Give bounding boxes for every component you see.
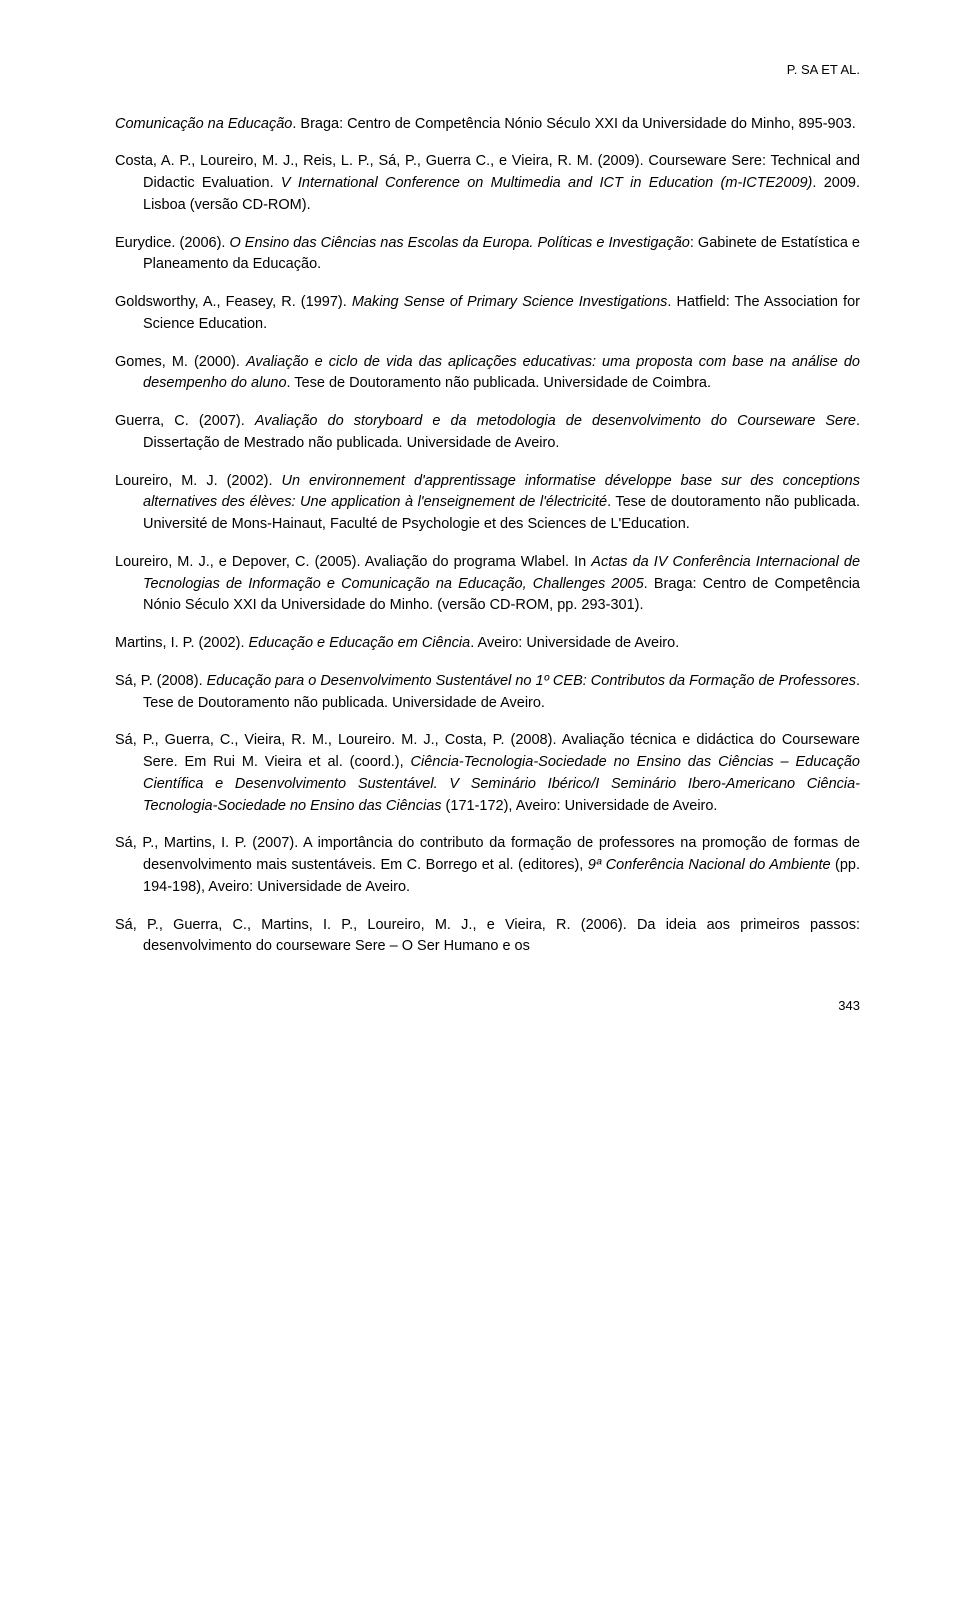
- reference-text: 9ª Conferência Nacional do Ambiente: [588, 857, 831, 873]
- running-header: P. SA ET AL.: [115, 60, 860, 80]
- reference-text: V International Conference on Multimedia…: [281, 175, 812, 191]
- reference-text: Educação para o Desenvolvimento Sustentá…: [207, 673, 856, 689]
- reference-entry: Loureiro, M. J., e Depover, C. (2005). A…: [115, 552, 860, 617]
- reference-text: . Tese de Doutoramento não publicada. Un…: [287, 375, 712, 391]
- reference-entry: Eurydice. (2006). O Ensino das Ciências …: [115, 233, 860, 277]
- reference-text: Martins, I. P. (2002).: [115, 635, 249, 651]
- reference-text: Eurydice. (2006).: [115, 235, 229, 251]
- reference-text: Goldsworthy, A., Feasey, R. (1997).: [115, 294, 352, 310]
- reference-entry: Sá, P., Guerra, C., Vieira, R. M., Loure…: [115, 730, 860, 817]
- reference-text: . Braga: Centro de Competência Nónio Séc…: [292, 116, 855, 132]
- reference-text: (171-172), Aveiro: Universidade de Aveir…: [442, 798, 718, 814]
- reference-entry: Loureiro, M. J. (2002). Un environnement…: [115, 471, 860, 536]
- reference-text: Making Sense of Primary Science Investig…: [352, 294, 668, 310]
- reference-entry: Costa, A. P., Loureiro, M. J., Reis, L. …: [115, 151, 860, 216]
- reference-text: Sá, P. (2008).: [115, 673, 207, 689]
- reference-text: Educação e Educação em Ciência: [249, 635, 471, 651]
- reference-text: . Aveiro: Universidade de Aveiro.: [470, 635, 679, 651]
- reference-entry: Comunicação na Educação. Braga: Centro d…: [115, 114, 860, 136]
- page-content: P. SA ET AL. Comunicação na Educação. Br…: [0, 0, 960, 1056]
- reference-entry: Sá, P., Guerra, C., Martins, I. P., Lour…: [115, 915, 860, 959]
- reference-text: Guerra, C. (2007).: [115, 413, 255, 429]
- reference-text: Avaliação do storyboard e da metodologia…: [255, 413, 856, 429]
- reference-text: Loureiro, M. J., e Depover, C. (2005). A…: [115, 554, 591, 570]
- reference-entry: Goldsworthy, A., Feasey, R. (1997). Maki…: [115, 292, 860, 336]
- reference-text: O Ensino das Ciências nas Escolas da Eur…: [229, 235, 689, 251]
- reference-entry: Martins, I. P. (2002). Educação e Educaç…: [115, 633, 860, 655]
- reference-entry: Sá, P. (2008). Educação para o Desenvolv…: [115, 671, 860, 715]
- page-number: 343: [115, 996, 860, 1016]
- references-list: Comunicação na Educação. Braga: Centro d…: [115, 114, 860, 959]
- reference-entry: Guerra, C. (2007). Avaliação do storyboa…: [115, 411, 860, 455]
- reference-entry: Gomes, M. (2000). Avaliação e ciclo de v…: [115, 352, 860, 396]
- reference-text: Gomes, M. (2000).: [115, 354, 246, 370]
- reference-text: Comunicação na Educação: [115, 116, 292, 132]
- reference-text: Sá, P., Guerra, C., Martins, I. P., Lour…: [115, 917, 860, 955]
- reference-entry: Sá, P., Martins, I. P. (2007). A importâ…: [115, 833, 860, 898]
- reference-text: Loureiro, M. J. (2002).: [115, 473, 282, 489]
